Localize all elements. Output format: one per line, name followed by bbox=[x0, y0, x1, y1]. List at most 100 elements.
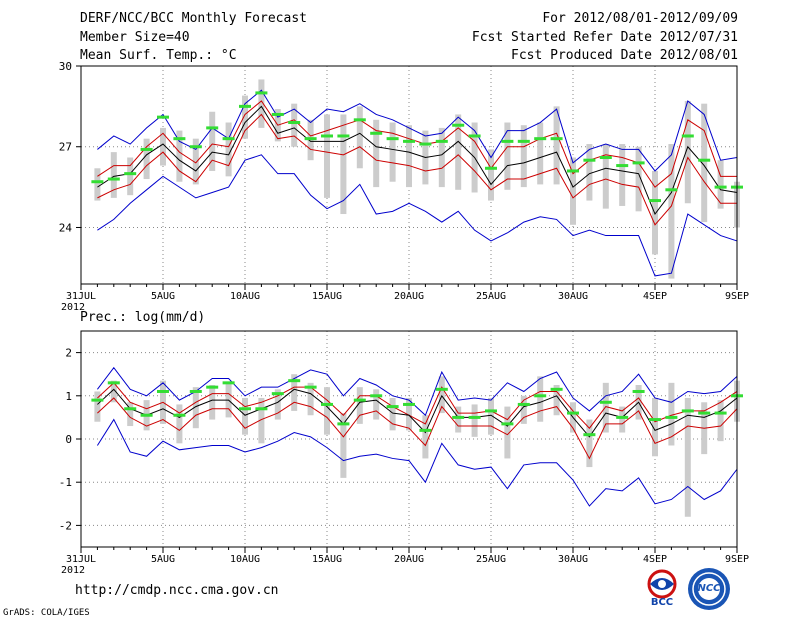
temp-spread-bar bbox=[389, 122, 396, 182]
temp-spread-bar bbox=[176, 130, 183, 182]
temp-spread-bar bbox=[668, 144, 675, 279]
precip-observed-mark bbox=[353, 398, 366, 402]
temp-spread-bar bbox=[684, 100, 691, 204]
precip-spread-bar bbox=[471, 404, 478, 437]
precip-observed-mark bbox=[517, 402, 530, 406]
precip-observed-mark bbox=[124, 407, 137, 411]
precip-xtick-label: 25AUG bbox=[476, 554, 506, 565]
precip-spread-bar bbox=[324, 387, 330, 435]
temp-observed-mark bbox=[91, 180, 104, 184]
precip-observed-mark bbox=[370, 394, 383, 398]
temp-observed-mark bbox=[386, 137, 399, 141]
precip-spread-bar bbox=[602, 382, 609, 433]
temp-observed-mark bbox=[649, 199, 661, 203]
temp-observed-mark bbox=[157, 115, 169, 119]
precip-spread-bar bbox=[668, 382, 675, 446]
precip-spread-bar bbox=[274, 389, 281, 420]
temp-spread-bar bbox=[160, 127, 166, 166]
precip-ytick-label: -1 bbox=[59, 476, 72, 489]
temp-observed-mark bbox=[124, 172, 137, 176]
temp-ytick-label: 24 bbox=[59, 221, 73, 234]
bcc-logo-text: BCC bbox=[650, 597, 674, 608]
precip-spread-bar bbox=[110, 380, 117, 403]
temp-xtick-label: 5AUG bbox=[151, 291, 175, 302]
precip-xtick-label: 30AUG bbox=[558, 554, 588, 565]
temp-observed-mark bbox=[140, 147, 153, 151]
temp-spread-bar bbox=[143, 138, 150, 180]
temp-series-mean-plus-sd bbox=[97, 100, 737, 188]
precip-spread-bar bbox=[192, 387, 199, 429]
temp-observed-mark bbox=[550, 137, 563, 141]
precip-observed-mark bbox=[698, 411, 711, 415]
chart-title: DERF/NCC/BCC Monthly Forecast bbox=[80, 11, 307, 26]
precip-spread-bar bbox=[340, 413, 347, 478]
temp-spread-bar bbox=[570, 157, 576, 225]
precip-spread-bar bbox=[94, 391, 101, 422]
temp-xtick-label: 15AUG bbox=[312, 291, 342, 302]
temp-observed-mark bbox=[599, 156, 612, 160]
grads-credit: GrADS: COLA/IGES bbox=[3, 608, 90, 618]
precip-xtick-label: 4SEP bbox=[643, 554, 667, 565]
temp-observed-mark bbox=[337, 134, 350, 138]
precip-observed-mark bbox=[189, 389, 202, 393]
temp-spread-bar bbox=[701, 103, 708, 223]
precip-spread-bar bbox=[553, 385, 560, 416]
temp-spread-bar bbox=[209, 111, 216, 171]
precip-observed-mark bbox=[599, 400, 612, 404]
precip-spread-bar bbox=[422, 415, 429, 459]
precip-spread-bar bbox=[258, 397, 265, 444]
precip-spread-bar bbox=[209, 385, 216, 420]
temp-spread-bar bbox=[537, 122, 544, 185]
temp-observed-mark bbox=[435, 139, 448, 143]
precip-series-min bbox=[96, 418, 738, 507]
temp-xtick-label: 4SEP bbox=[643, 291, 667, 302]
temp-spread-bar bbox=[635, 146, 642, 212]
temp-spread-bar bbox=[258, 79, 265, 128]
temp-observed-mark bbox=[189, 145, 202, 149]
temp-spread-bar bbox=[438, 127, 445, 188]
temp-spread-bar bbox=[717, 160, 724, 209]
temp-observed-mark bbox=[714, 185, 727, 189]
precip-xtick-label: 9SEP bbox=[725, 554, 749, 565]
precip-observed-mark bbox=[501, 422, 514, 426]
precip-spread-bar bbox=[438, 376, 445, 414]
temp-observed-mark bbox=[288, 121, 301, 125]
temp-observed-mark bbox=[501, 139, 514, 143]
precip-observed-mark bbox=[107, 381, 120, 385]
temp-observed-mark bbox=[271, 112, 284, 116]
precip-spread-bar bbox=[242, 397, 248, 435]
precip-observed-mark bbox=[468, 415, 481, 419]
precip-observed-mark bbox=[321, 402, 333, 406]
temp-observed-mark bbox=[321, 134, 333, 138]
temp-ytick-label: 27 bbox=[59, 141, 72, 154]
precip-ytick-label: 0 bbox=[65, 433, 72, 446]
temp-observed-mark bbox=[255, 91, 268, 95]
precip-observed-mark bbox=[157, 389, 169, 393]
temp-spread-bar bbox=[504, 122, 511, 190]
precip-observed-mark bbox=[550, 387, 563, 391]
precip-spread-bar bbox=[619, 406, 626, 433]
precip-spread-bar bbox=[356, 387, 363, 424]
temp-spread-bar bbox=[406, 125, 412, 188]
temp-xtick-label: 25AUG bbox=[476, 291, 506, 302]
temp-xtick-label: 30AUG bbox=[558, 291, 588, 302]
precip-xtick-label: 31JUL bbox=[66, 554, 96, 565]
precip-series-mean-plus-sd bbox=[97, 382, 738, 429]
temp-series-mean-minus-sd bbox=[97, 113, 737, 226]
precip-observed-mark bbox=[337, 422, 350, 426]
temp-spread-bar bbox=[455, 114, 462, 190]
precip-observed-mark bbox=[714, 411, 727, 415]
temp-observed-mark bbox=[698, 158, 711, 162]
temp-observed-mark bbox=[173, 137, 186, 141]
temp-spread-bar bbox=[520, 125, 527, 188]
precip-observed-mark bbox=[173, 413, 186, 417]
temp-observed-mark bbox=[304, 137, 317, 141]
temp-xtick-label: 9SEP bbox=[725, 291, 749, 302]
precip-spread-bar bbox=[586, 419, 593, 468]
ncc-logo: NCC bbox=[686, 566, 732, 612]
precip-observed-mark bbox=[419, 428, 432, 432]
temp-spread-bar bbox=[225, 122, 232, 177]
url-link[interactable]: http://cmdp.ncc.cma.gov.cn bbox=[75, 583, 279, 598]
temp-frame bbox=[80, 65, 738, 285]
